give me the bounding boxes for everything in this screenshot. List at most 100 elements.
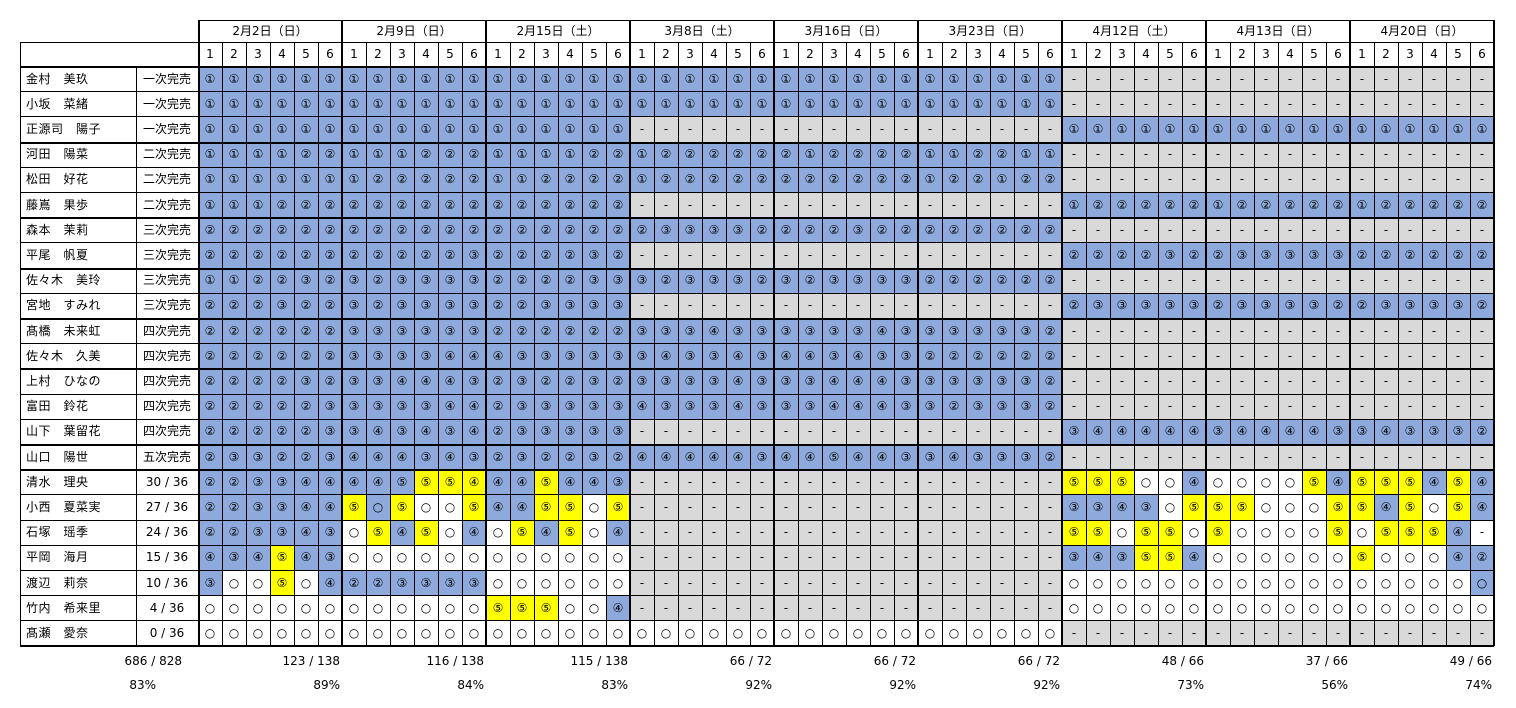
slot-cell: ○ (1398, 544, 1422, 570)
slot-header: 4 (1134, 42, 1158, 66)
slot-cell: - (1182, 217, 1206, 243)
slot-header: 3 (1398, 42, 1422, 66)
slot-cell: ② (1086, 242, 1110, 268)
slot-cell: ○ (1014, 620, 1038, 646)
slot-cell: - (1110, 217, 1134, 243)
slot-cell: - (702, 570, 726, 596)
slot-cell: - (1086, 217, 1110, 243)
slot-cell: - (1110, 166, 1134, 192)
slot-cell: ② (390, 166, 414, 192)
member-status: 四次完売 (142, 424, 191, 439)
slot-cell: ② (486, 242, 510, 268)
slot-cell: - (1470, 519, 1494, 545)
slot-cell: ④ (294, 544, 318, 570)
slot-cell: - (1422, 620, 1446, 646)
slot-cell: ○ (1062, 595, 1086, 621)
slot-cell: ○ (1374, 544, 1398, 570)
slot-cell: ④ (390, 519, 414, 545)
slot-cell: ○ (1158, 595, 1182, 621)
slot-cell: ② (1470, 292, 1494, 318)
slot-cell: ⑤ (510, 519, 534, 545)
slot-cell: - (1398, 166, 1422, 192)
slot-cell: - (1038, 418, 1062, 444)
slot-cell: ① (486, 166, 510, 192)
slot-cell: ⑤ (414, 519, 438, 545)
slot-cell: ④ (438, 343, 462, 369)
slot-cell: - (1110, 444, 1134, 470)
slot-cell: ○ (1110, 519, 1134, 545)
slot-cell: ③ (222, 444, 246, 470)
slot-cell: - (846, 519, 870, 545)
slot-cell: ④ (1230, 418, 1254, 444)
member-status: 四次完売 (142, 348, 191, 363)
slot-cell: ④ (534, 519, 558, 545)
grid-line (20, 267, 1494, 270)
slot-cell: ③ (894, 444, 918, 470)
slot-cell: ○ (1110, 595, 1134, 621)
slot-cell: ③ (462, 318, 486, 344)
slot-cell: ⑤ (1374, 469, 1398, 495)
slot-cell: ③ (582, 267, 606, 293)
slot-cell: - (870, 116, 894, 142)
slot-cell: ② (270, 393, 294, 419)
slot-cell: ② (1374, 192, 1398, 218)
slot-cell: - (894, 192, 918, 218)
slot-cell: ① (870, 66, 894, 92)
slot-cell: ○ (390, 595, 414, 621)
slot-cell: ③ (534, 418, 558, 444)
slot-cell: ③ (270, 469, 294, 495)
slot-cell: ① (486, 141, 510, 167)
slot-cell: - (1446, 141, 1470, 167)
slot-cell: - (774, 595, 798, 621)
slot-cell: - (918, 192, 942, 218)
slot-cell: ③ (750, 343, 774, 369)
slot-cell: ③ (222, 544, 246, 570)
slot-cell: ③ (1422, 292, 1446, 318)
slot-cell: ④ (726, 368, 750, 394)
slot-cell: ○ (678, 620, 702, 646)
member-status: 一次完売 (142, 71, 191, 86)
slot-cell: ③ (678, 393, 702, 419)
slot-cell: ② (486, 192, 510, 218)
slot-cell: - (1038, 544, 1062, 570)
slot-cell: ② (414, 141, 438, 167)
slot-cell: - (1422, 368, 1446, 394)
slot-cell: ○ (1302, 570, 1326, 596)
date-percent: 92% (889, 678, 916, 692)
slot-cell: ① (726, 66, 750, 92)
slot-cell: - (1278, 620, 1302, 646)
slot-cell: ① (1230, 116, 1254, 142)
slot-cell: ○ (582, 494, 606, 520)
slot-header: 6 (894, 42, 918, 66)
slot-cell: ○ (246, 620, 270, 646)
slot-cell: ○ (918, 620, 942, 646)
slot-cell: - (918, 292, 942, 318)
slot-header: 6 (318, 42, 342, 66)
slot-cell: ○ (294, 595, 318, 621)
slot-cell: ① (1206, 192, 1230, 218)
slot-cell: ② (558, 217, 582, 243)
slot-cell: ③ (1062, 544, 1086, 570)
slot-cell: ② (606, 368, 630, 394)
slot-cell: ③ (630, 318, 654, 344)
slot-cell: ④ (1086, 544, 1110, 570)
slot-cell: - (1158, 217, 1182, 243)
slot-header: 5 (1302, 42, 1326, 66)
slot-cell: ③ (366, 343, 390, 369)
member-name: 森本 茉莉 (26, 222, 89, 237)
slot-cell: ② (294, 418, 318, 444)
slot-cell: - (726, 494, 750, 520)
slot-cell: ③ (966, 444, 990, 470)
slot-cell: ○ (366, 494, 390, 520)
slot-cell: ② (366, 166, 390, 192)
slot-cell: - (1062, 318, 1086, 344)
slot-cell: ③ (798, 393, 822, 419)
slot-cell: - (966, 595, 990, 621)
slot-cell: ○ (318, 595, 342, 621)
slot-cell: ③ (582, 343, 606, 369)
slot-cell: - (894, 242, 918, 268)
grid-line (20, 494, 1494, 496)
slot-cell: ③ (342, 368, 366, 394)
slot-cell: ○ (1230, 544, 1254, 570)
slot-header: 6 (1182, 42, 1206, 66)
